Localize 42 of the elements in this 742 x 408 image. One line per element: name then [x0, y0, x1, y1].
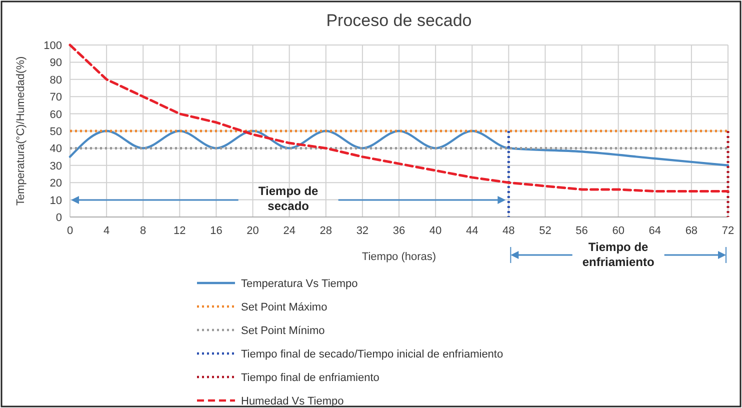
x-tick-label: 64 [648, 225, 662, 237]
legend-label: Humedad Vs Tiempo [241, 396, 344, 408]
x-tick-label: 24 [283, 225, 296, 237]
y-tick-label: 40 [50, 143, 62, 156]
x-tick-label: 0 [66, 225, 74, 237]
y-tick-label: 50 [50, 126, 62, 138]
x-tick-label: 52 [539, 225, 552, 237]
x-tick-label: 32 [356, 225, 369, 237]
legend-label: Temperatura Vs Tiempo [241, 278, 358, 290]
x-tick-label: 36 [392, 225, 406, 237]
x-tick-label: 28 [320, 225, 332, 237]
legend-label: Set Point Máximo [241, 302, 328, 314]
y-tick-label: 20 [50, 178, 62, 190]
x-tick-label: 68 [685, 225, 698, 237]
x-tick-label: 4 [103, 225, 110, 237]
chart-title: Proceso de secado [326, 11, 472, 30]
x-tick-label: 60 [612, 225, 624, 237]
annotation: Tiempo de secado [258, 184, 319, 213]
x-tick-label: 56 [576, 225, 588, 237]
y-tick-label: 90 [50, 57, 62, 70]
y-tick-label: 30 [50, 160, 62, 172]
x-tick-label: 72 [722, 225, 734, 237]
y-tick-label: 10 [50, 194, 62, 207]
line-series [68, 130, 730, 166]
x-tick-label: 12 [174, 225, 186, 237]
legend-label: Set Point Mínimo [241, 325, 325, 337]
x-tick-label: 8 [140, 225, 146, 237]
x-tick-label: 16 [210, 225, 222, 237]
y-tick-label: 0 [56, 212, 62, 224]
legend-label: Tiempo final de enfriamiento [241, 372, 380, 384]
y-tick-label: 70 [50, 92, 62, 104]
y-tick-label: 100 [44, 40, 62, 52]
text: Tiempo de enfriamiento [582, 240, 654, 269]
x-tick-label: 44 [466, 225, 478, 237]
y-axis-title: Temperatura(°C)/Humedad(%) [15, 56, 27, 206]
legend-label: Tiempo final de secado/Tiempo inicial de enfriamiento [241, 348, 504, 360]
y-tick-label: 60 [50, 108, 62, 121]
x-tick-label: 48 [502, 225, 515, 237]
x-tick-label: 20 [246, 225, 259, 237]
y-tick-label: 80 [50, 74, 62, 86]
x-tick-label: 40 [429, 225, 442, 237]
x-axis-title: Tiempo (horas) [362, 251, 436, 263]
